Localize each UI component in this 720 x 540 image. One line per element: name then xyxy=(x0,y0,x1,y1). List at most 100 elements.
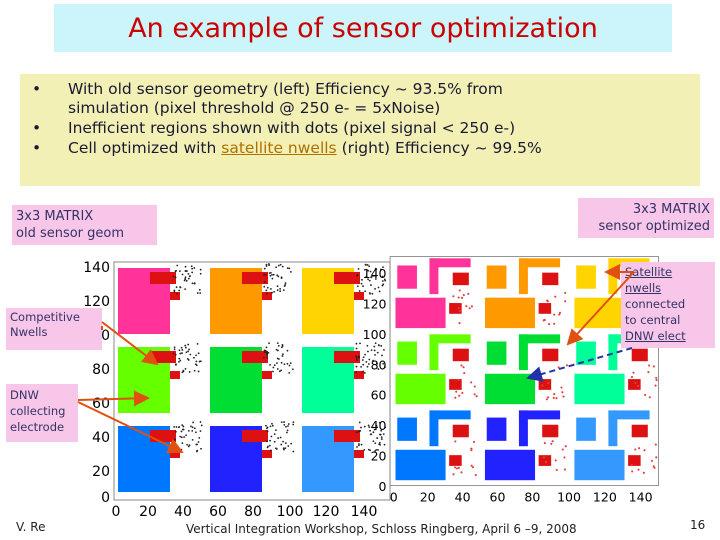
inefficiency-dot xyxy=(198,437,201,439)
inefficiency-dot xyxy=(187,273,190,275)
inefficiency-dot xyxy=(195,360,198,363)
inefficiency-dot xyxy=(180,436,183,439)
inefficiency-dot xyxy=(359,342,361,345)
inefficiency-dot xyxy=(553,393,556,396)
inefficiency-dot xyxy=(269,449,272,452)
inefficiency-dot xyxy=(355,371,358,374)
optimized-cell-arm xyxy=(429,410,439,447)
inefficiency-dot xyxy=(638,447,641,450)
inefficiency-dot xyxy=(272,366,275,369)
inefficiency-dot xyxy=(369,433,372,436)
left-inefficiency-dots xyxy=(172,263,387,453)
inefficiency-dot xyxy=(454,440,457,443)
bullet-list: With old sensor geometry (left) Efficien… xyxy=(20,74,700,186)
inefficiency-dot xyxy=(179,270,181,273)
optimized-cell-arm xyxy=(429,258,439,295)
inefficiency-dot xyxy=(374,278,377,280)
inefficiency-dot xyxy=(452,295,455,298)
optimized-cell-arm xyxy=(608,334,618,371)
inefficiency-dot xyxy=(193,282,196,285)
inefficiency-dot xyxy=(191,282,194,285)
inefficiency-dot xyxy=(271,422,273,425)
inefficiency-dot xyxy=(173,346,176,349)
inefficiency-dot xyxy=(564,300,567,303)
inefficiency-dot xyxy=(356,446,358,448)
inefficiency-dot xyxy=(563,468,566,471)
inefficiency-dot xyxy=(264,349,267,352)
satellite-nwell-red xyxy=(452,272,469,286)
inefficiency-dot xyxy=(267,445,269,448)
inefficiency-dot xyxy=(380,344,383,347)
left-matrix-label-2: old sensor geom xyxy=(16,226,125,241)
inefficiency-dot xyxy=(199,421,202,423)
inefficiency-dot xyxy=(266,356,269,359)
competitive-nwell xyxy=(150,272,176,284)
inefficiency-dot xyxy=(283,423,286,426)
inefficiency-dot xyxy=(280,277,283,279)
inefficiency-dot xyxy=(280,346,283,349)
inefficiency-dot xyxy=(358,290,361,292)
inefficiency-dot xyxy=(185,434,187,437)
inefficiency-dot xyxy=(282,440,285,443)
inefficiency-dot xyxy=(458,289,461,292)
inefficiency-dot xyxy=(369,292,371,295)
inefficiency-dot xyxy=(362,285,364,288)
optimized-cell-block xyxy=(395,373,446,405)
inefficiency-dot xyxy=(654,384,657,387)
inefficiency-dot xyxy=(381,354,383,357)
satellite-nwell-red xyxy=(631,348,648,362)
inefficiency-dot xyxy=(356,274,358,277)
inefficiency-dot xyxy=(360,426,362,429)
inefficiency-dot xyxy=(279,436,282,439)
satellite-nwells-link[interactable]: satellite nwells xyxy=(221,139,337,157)
inefficiency-dot xyxy=(374,274,377,277)
inefficiency-dot xyxy=(276,285,279,288)
inefficiency-dot xyxy=(277,275,280,278)
right-x-tick-60: 60 xyxy=(490,490,506,505)
inefficiency-dot xyxy=(172,352,175,355)
inefficiency-dot xyxy=(377,286,380,289)
inefficiency-dot xyxy=(564,291,567,295)
inefficiency-dot xyxy=(195,364,198,367)
inefficiency-dot xyxy=(377,368,380,370)
inefficiency-dot xyxy=(367,278,369,281)
inefficiency-dot xyxy=(277,344,280,347)
inefficiency-dot xyxy=(364,353,366,356)
inefficiency-dot xyxy=(375,425,378,427)
satellite-label-4: to central xyxy=(625,313,681,327)
optimized-cell-block xyxy=(484,449,536,481)
inefficiency-dot xyxy=(181,349,184,351)
left-pixel-plot: 140 120 100 80 60 40 20 0 0 20 40 60 80 … xyxy=(83,260,391,520)
inefficiency-dot xyxy=(277,437,280,439)
inefficiency-dot xyxy=(187,445,190,448)
inefficiency-dot xyxy=(280,443,283,446)
bullet-2: Inefficient regions shown with dots (pix… xyxy=(32,119,692,138)
inefficiency-dot xyxy=(188,444,191,447)
inefficiency-dot xyxy=(632,371,635,374)
inefficiency-dot xyxy=(199,430,202,433)
satellite-nwell-red xyxy=(542,272,559,286)
inefficiency-dot xyxy=(190,425,192,428)
optimized-cell-block xyxy=(574,297,625,329)
inefficiency-dot xyxy=(265,263,268,266)
inefficiency-dot xyxy=(355,357,358,359)
inefficiency-dot xyxy=(187,277,190,280)
inefficiency-dot xyxy=(382,433,385,436)
right-x-tick-120: 120 xyxy=(593,490,617,505)
inefficiency-dot xyxy=(365,361,368,363)
inefficiency-dot xyxy=(191,438,194,441)
inefficiency-dot xyxy=(636,384,640,388)
right-matrix-label-2: sensor optimized xyxy=(598,219,710,234)
inefficiency-dot xyxy=(378,421,381,424)
inefficiency-dot xyxy=(286,431,288,434)
optimized-cell-block xyxy=(574,449,625,481)
inefficiency-dot xyxy=(271,273,273,276)
inefficiency-dot xyxy=(282,289,285,291)
inefficiency-dot xyxy=(187,350,190,353)
inefficiency-dot xyxy=(363,372,366,374)
right-y-tick-60: 60 xyxy=(371,388,387,403)
inefficiency-dot xyxy=(288,371,291,374)
inefficiency-dot xyxy=(263,281,266,283)
inefficiency-dot xyxy=(372,426,374,429)
bullet-3-pre: Cell optimized with xyxy=(68,139,222,157)
